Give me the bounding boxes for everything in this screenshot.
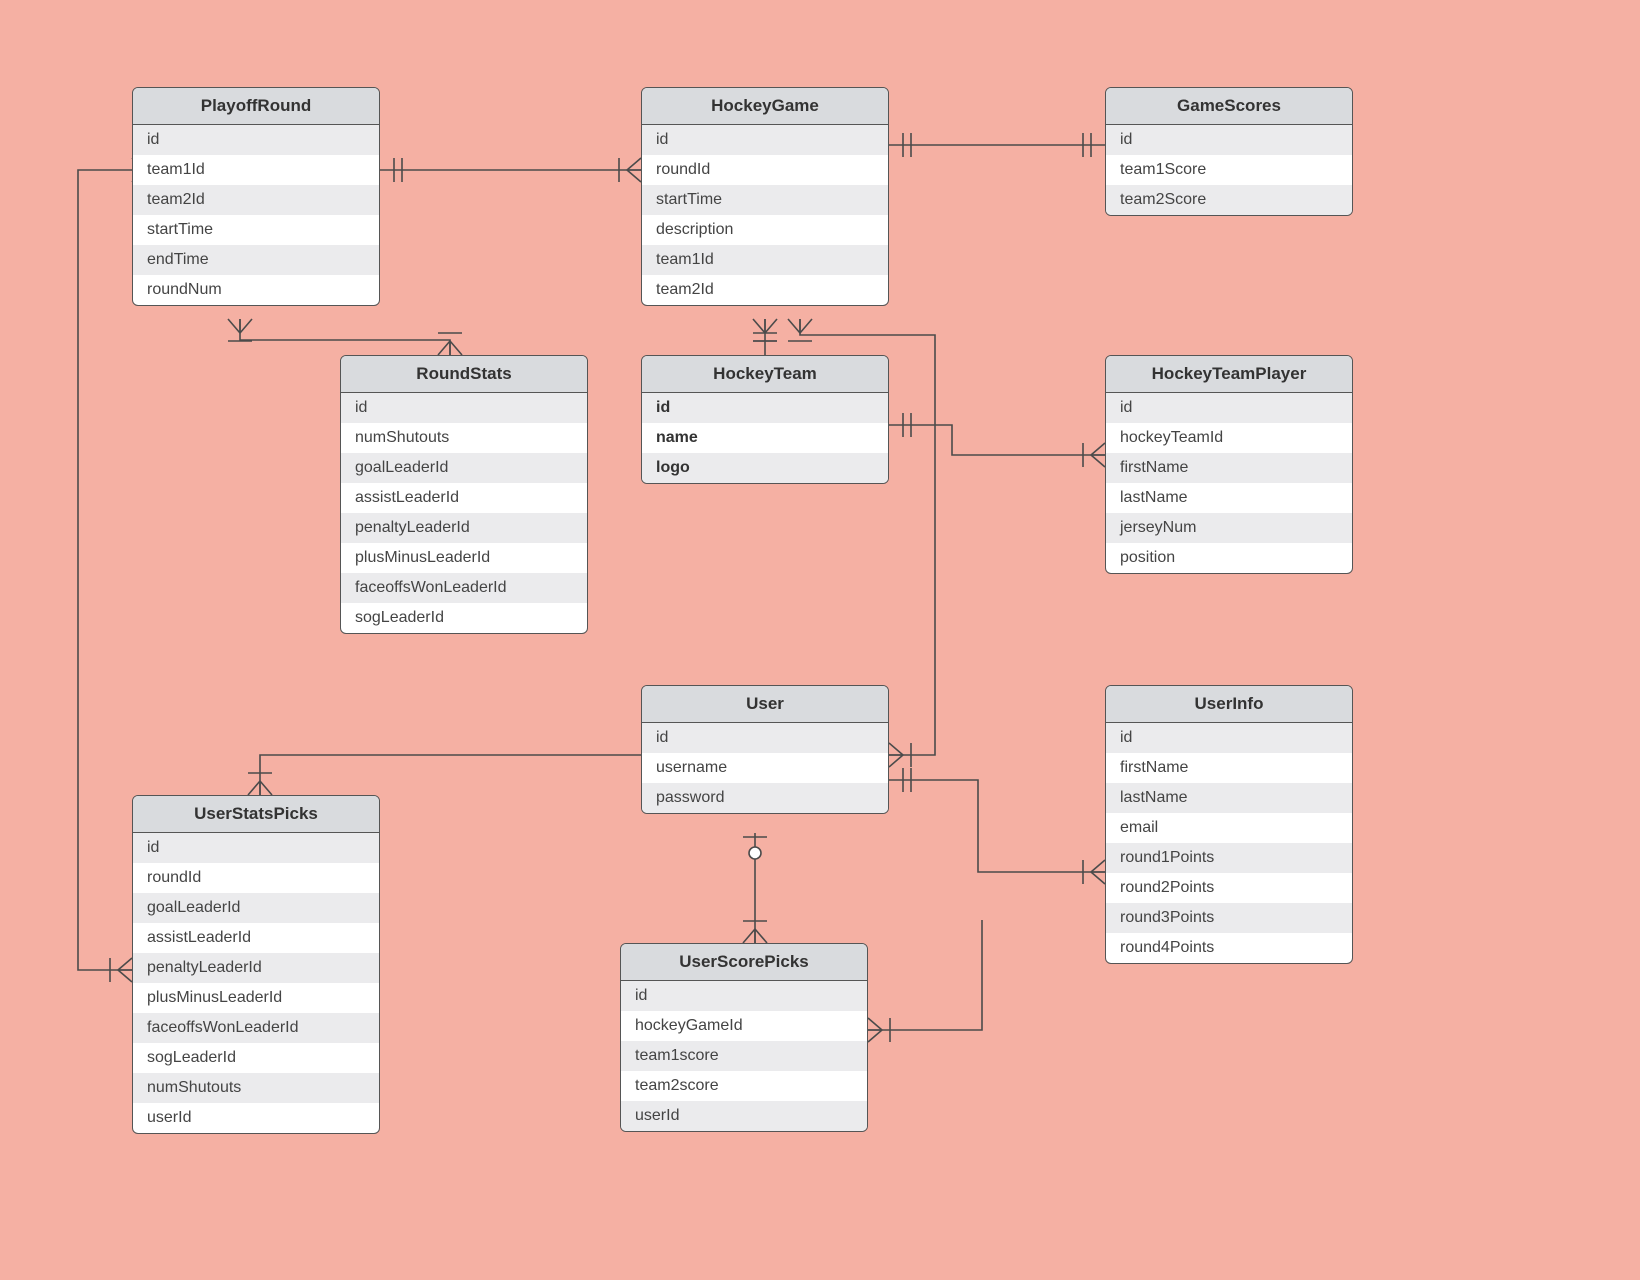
entity-field: hockeyGameId (621, 1011, 867, 1041)
entity-field: endTime (133, 245, 379, 275)
entity-roundstats: RoundStatsidnumShutoutsgoalLeaderIdassis… (340, 355, 588, 634)
entity-field: numShutouts (341, 423, 587, 453)
entity-field: roundId (642, 155, 888, 185)
entity-field: goalLeaderId (341, 453, 587, 483)
entity-field: description (642, 215, 888, 245)
entity-field: email (1106, 813, 1352, 843)
entity-header: UserInfo (1106, 686, 1352, 723)
entity-field: id (133, 833, 379, 863)
entity-user: Useridusernamepassword (641, 685, 889, 814)
entity-field: team2Id (642, 275, 888, 305)
entity-hockeyteamplayer: HockeyTeamPlayeridhockeyTeamIdfirstNamel… (1105, 355, 1353, 574)
entity-field: firstName (1106, 753, 1352, 783)
entity-field: round2Points (1106, 873, 1352, 903)
entity-field: sogLeaderId (341, 603, 587, 633)
entity-header: UserScorePicks (621, 944, 867, 981)
entity-header: PlayoffRound (133, 88, 379, 125)
entity-field: id (642, 723, 888, 753)
entity-field: plusMinusLeaderId (341, 543, 587, 573)
entity-field: id (642, 125, 888, 155)
entity-field: team1Score (1106, 155, 1352, 185)
entity-hockeygame: HockeyGameidroundIdstartTimedescriptiont… (641, 87, 889, 306)
entity-field: name (642, 423, 888, 453)
entity-field: round1Points (1106, 843, 1352, 873)
entity-hockeyteam: HockeyTeamidnamelogo (641, 355, 889, 484)
entity-field: userId (621, 1101, 867, 1131)
entity-field: id (1106, 125, 1352, 155)
entity-field: jerseyNum (1106, 513, 1352, 543)
entity-field: numShutouts (133, 1073, 379, 1103)
entity-field: firstName (1106, 453, 1352, 483)
entity-field: hockeyTeamId (1106, 423, 1352, 453)
entity-field: position (1106, 543, 1352, 573)
entity-field: assistLeaderId (341, 483, 587, 513)
entity-field: id (133, 125, 379, 155)
entity-userinfo: UserInfoidfirstNamelastNameemailround1Po… (1105, 685, 1353, 964)
entity-field: lastName (1106, 783, 1352, 813)
entity-userstatspicks: UserStatsPicksidroundIdgoalLeaderIdassis… (132, 795, 380, 1134)
entity-field: roundNum (133, 275, 379, 305)
entity-playoffround: PlayoffRoundidteam1Idteam2IdstartTimeend… (132, 87, 380, 306)
entity-field: round3Points (1106, 903, 1352, 933)
entity-field: id (1106, 723, 1352, 753)
entity-field: team2score (621, 1071, 867, 1101)
entity-field: password (642, 783, 888, 813)
entity-field: id (642, 393, 888, 423)
entity-header: HockeyTeamPlayer (1106, 356, 1352, 393)
entity-field: sogLeaderId (133, 1043, 379, 1073)
entity-field: team1Id (133, 155, 379, 185)
entity-header: HockeyGame (642, 88, 888, 125)
entity-field: startTime (642, 185, 888, 215)
entity-field: team1score (621, 1041, 867, 1071)
entity-field: team1Id (642, 245, 888, 275)
entity-field: faceoffsWonLeaderId (133, 1013, 379, 1043)
entity-field: lastName (1106, 483, 1352, 513)
entity-field: plusMinusLeaderId (133, 983, 379, 1013)
entity-field: id (1106, 393, 1352, 423)
entity-field: userId (133, 1103, 379, 1133)
entity-header: UserStatsPicks (133, 796, 379, 833)
entity-field: logo (642, 453, 888, 483)
entity-field: id (341, 393, 587, 423)
entity-header: User (642, 686, 888, 723)
entity-field: roundId (133, 863, 379, 893)
entity-header: RoundStats (341, 356, 587, 393)
entity-userscorepicks: UserScorePicksidhockeyGameIdteam1scorete… (620, 943, 868, 1132)
entity-field: id (621, 981, 867, 1011)
entity-field: startTime (133, 215, 379, 245)
entity-field: penaltyLeaderId (133, 953, 379, 983)
entity-gamescores: GameScoresidteam1Scoreteam2Score (1105, 87, 1353, 216)
entity-field: faceoffsWonLeaderId (341, 573, 587, 603)
entity-field: penaltyLeaderId (341, 513, 587, 543)
entity-header: GameScores (1106, 88, 1352, 125)
entity-field: assistLeaderId (133, 923, 379, 953)
entity-header: HockeyTeam (642, 356, 888, 393)
entity-field: goalLeaderId (133, 893, 379, 923)
entity-field: team2Score (1106, 185, 1352, 215)
entity-field: team2Id (133, 185, 379, 215)
entity-field: round4Points (1106, 933, 1352, 963)
er-diagram-canvas: PlayoffRoundidteam1Idteam2IdstartTimeend… (0, 0, 1640, 1280)
entity-field: username (642, 753, 888, 783)
